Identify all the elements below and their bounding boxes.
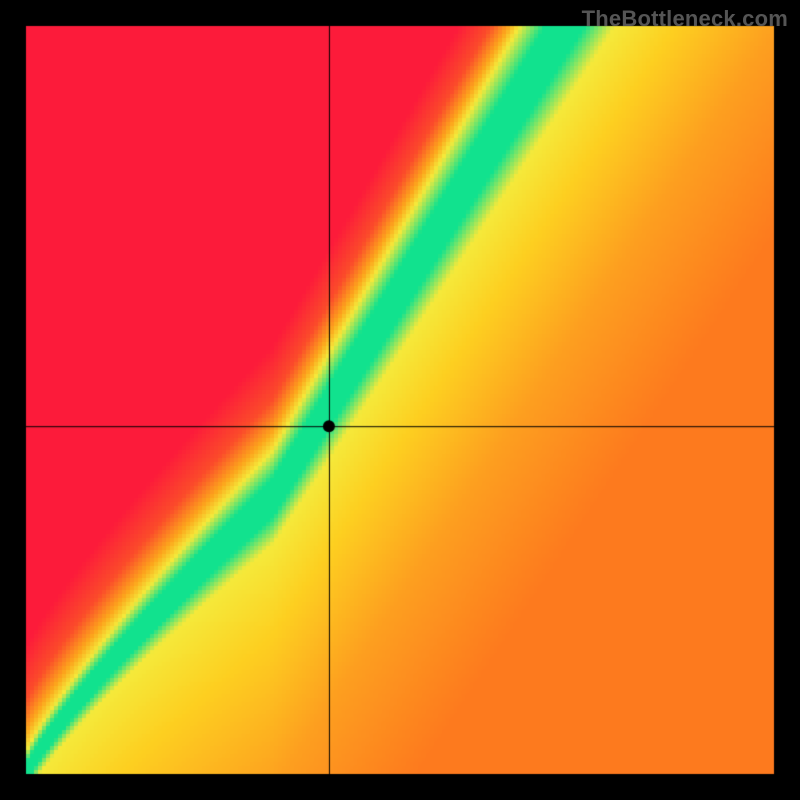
watermark-text: TheBottleneck.com <box>582 6 788 32</box>
chart-container: TheBottleneck.com <box>0 0 800 800</box>
heatmap-canvas <box>0 0 800 800</box>
